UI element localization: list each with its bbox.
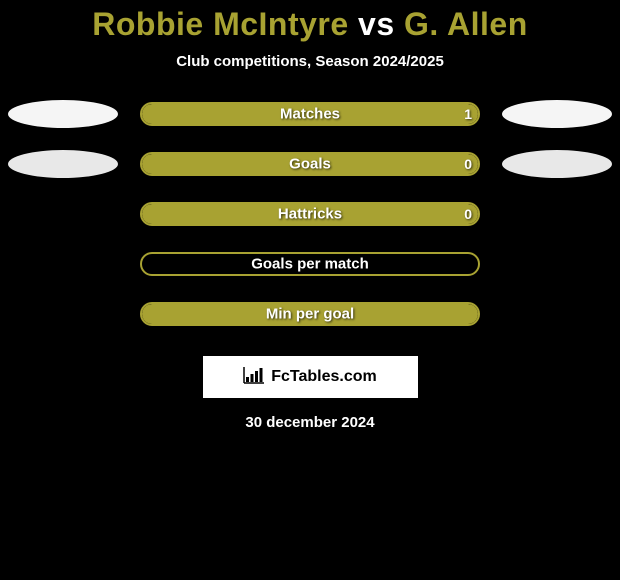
stat-row: Goals 0	[0, 150, 620, 178]
spacer	[502, 300, 612, 328]
vs-separator: vs	[358, 6, 395, 42]
comparison-title: Robbie McIntyre vs G. Allen	[92, 6, 528, 43]
spacer	[502, 200, 612, 228]
stat-row: Hattricks 0	[0, 200, 620, 228]
stat-bar: Goals per match	[140, 252, 480, 276]
player1-marker	[8, 150, 118, 178]
stat-value-right: 0	[464, 206, 472, 222]
brand-label: FcTables.com	[243, 366, 377, 389]
stat-bar: Hattricks 0	[140, 202, 480, 226]
player2-name: G. Allen	[404, 6, 528, 42]
spacer	[502, 250, 612, 278]
stats-list: Matches 1 Goals 0 Hattricks 0 Goals per match M…	[0, 100, 620, 350]
stat-bar: Matches 1	[140, 102, 480, 126]
date-text: 30 december 2024	[245, 414, 374, 431]
stat-label: Matches	[280, 106, 340, 123]
stat-row: Goals per match	[0, 250, 620, 278]
player2-marker	[502, 100, 612, 128]
spacer	[8, 300, 118, 328]
spacer	[8, 250, 118, 278]
stat-label: Min per goal	[266, 306, 354, 323]
brand-banner[interactable]: FcTables.com	[203, 356, 418, 398]
player1-marker	[8, 100, 118, 128]
stat-label: Hattricks	[278, 206, 342, 223]
stat-row: Min per goal	[0, 300, 620, 328]
stat-row: Matches 1	[0, 100, 620, 128]
subtitle-text: Club competitions, Season 2024/2025	[176, 53, 444, 70]
spacer	[8, 200, 118, 228]
stat-label: Goals	[289, 156, 331, 173]
brand-text: FcTables.com	[271, 368, 377, 386]
comparison-widget: Robbie McIntyre vs G. Allen Club competi…	[0, 0, 620, 431]
stat-value-right: 1	[464, 106, 472, 122]
stat-value-right: 0	[464, 156, 472, 172]
stat-label: Goals per match	[251, 256, 369, 273]
player1-name: Robbie McIntyre	[92, 6, 348, 42]
stat-bar: Goals 0	[140, 152, 480, 176]
bar-chart-icon	[243, 366, 265, 389]
stat-bar: Min per goal	[140, 302, 480, 326]
player2-marker	[502, 150, 612, 178]
